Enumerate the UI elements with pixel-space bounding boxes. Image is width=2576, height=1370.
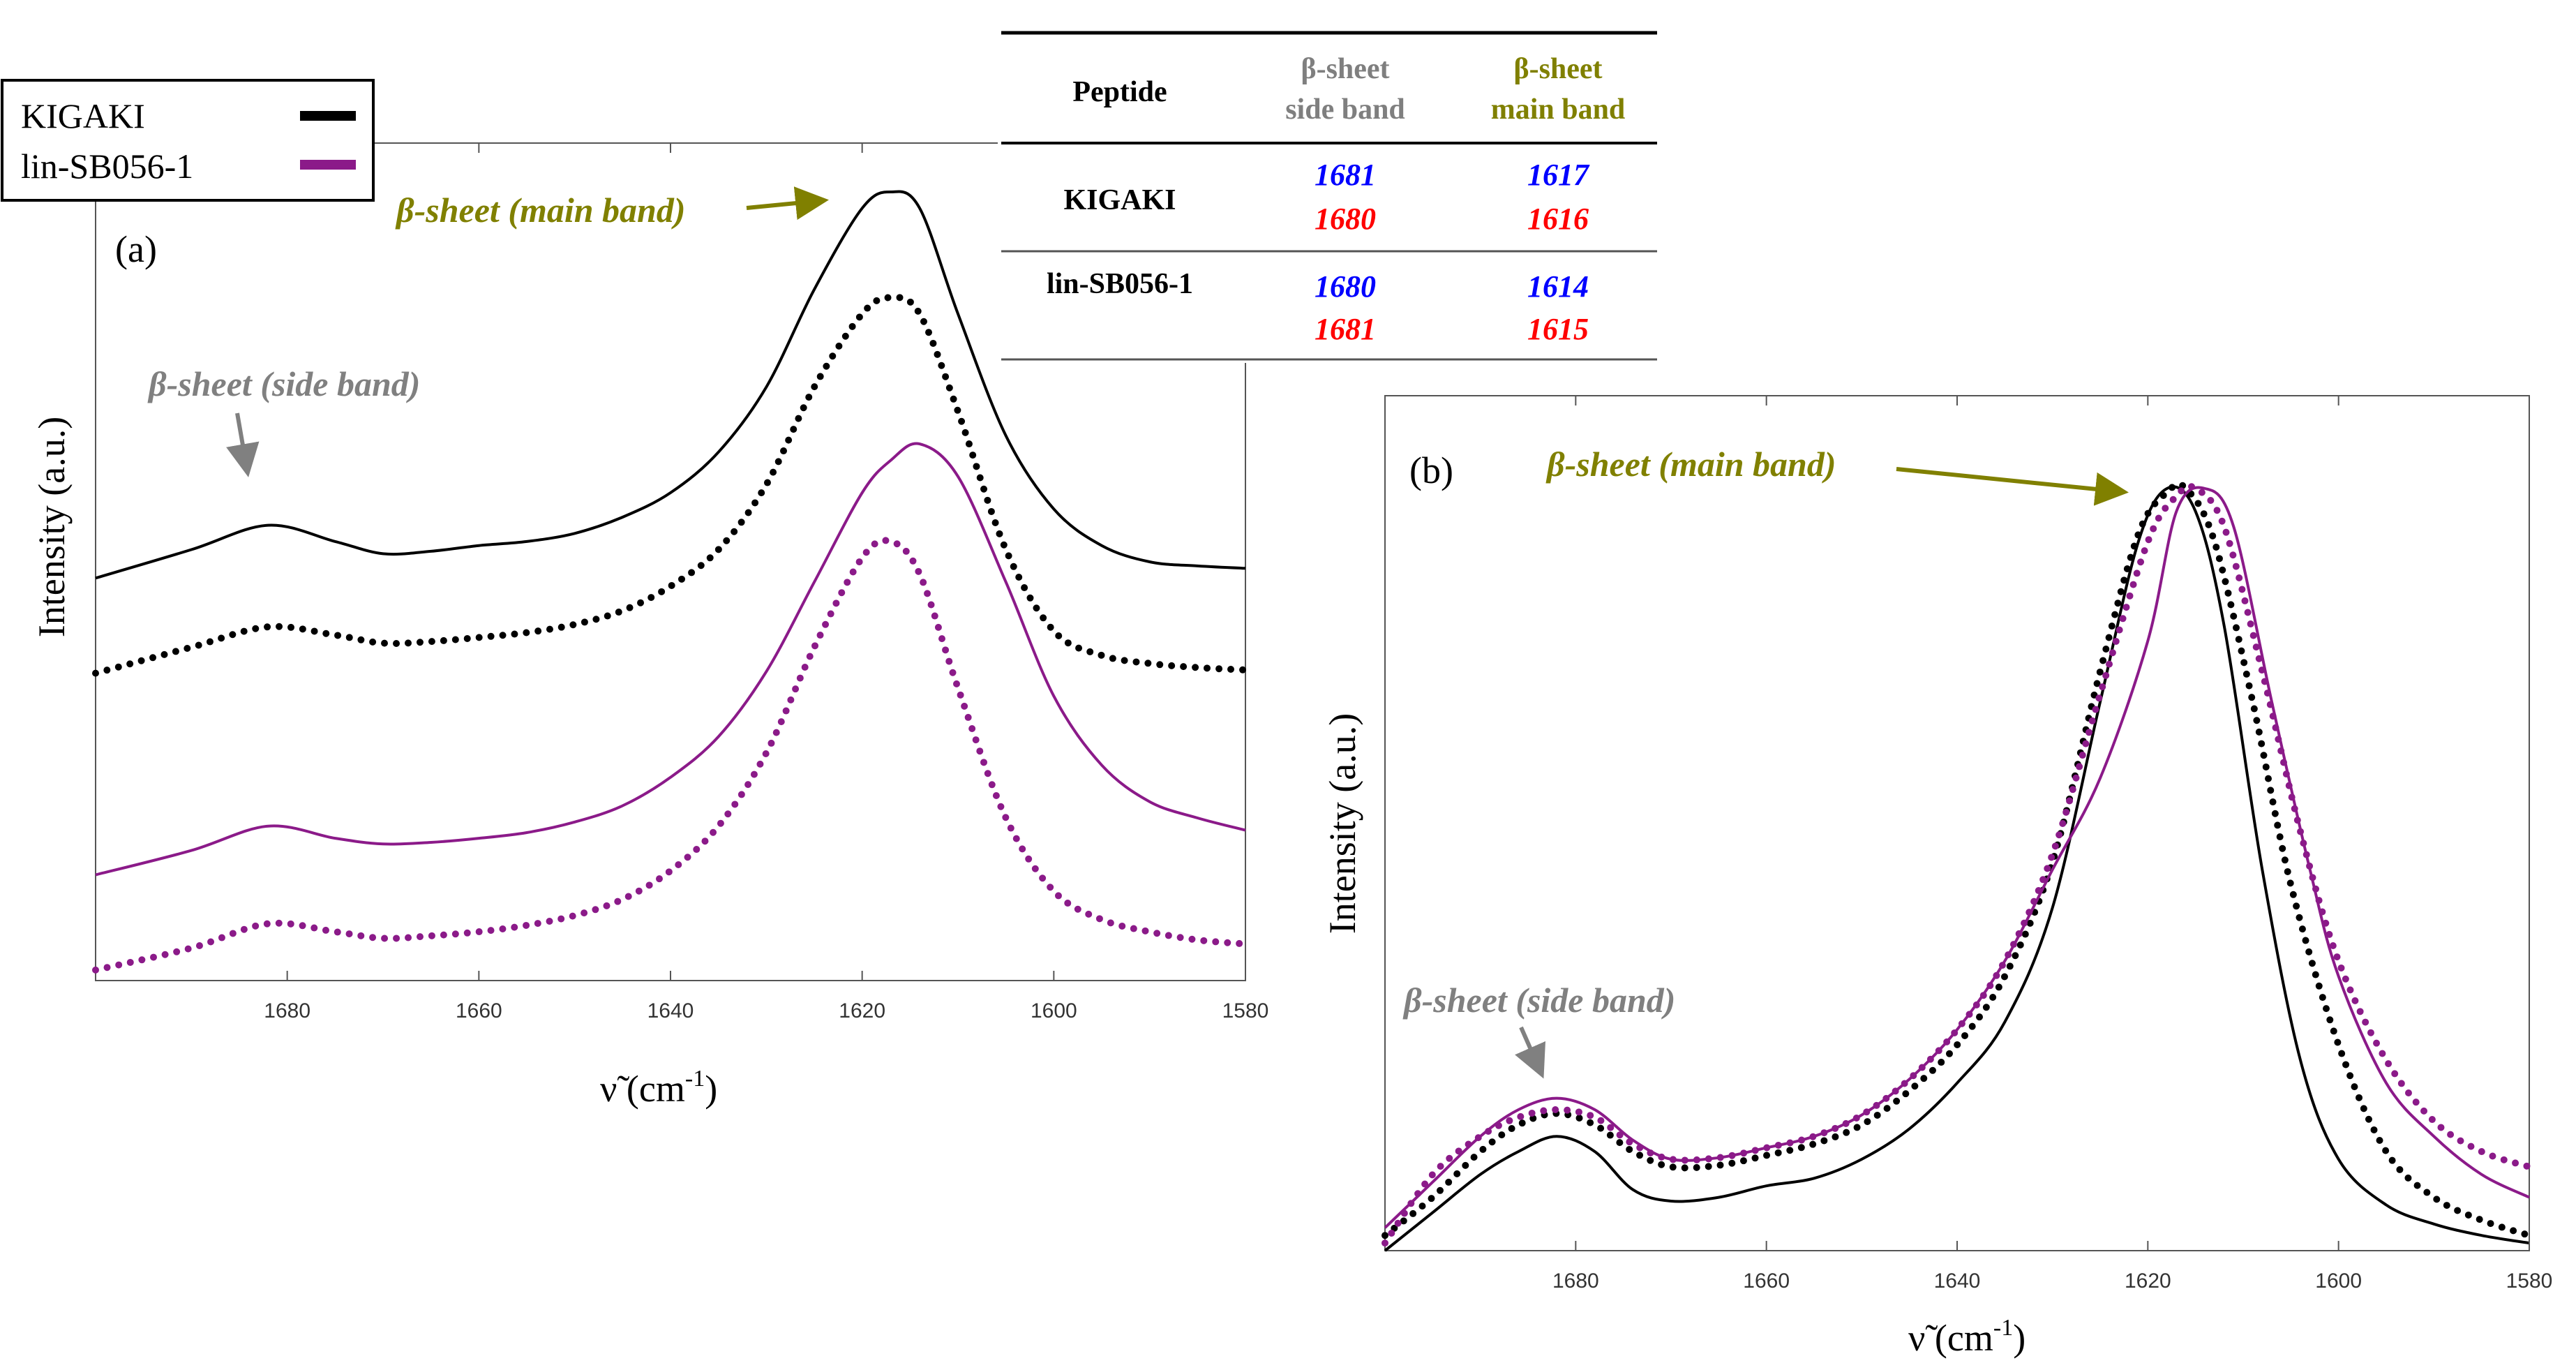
panel-b-annotation-side: β-sheet (side band) (1402, 981, 1675, 1020)
panel-b-arrow-main (1896, 467, 2129, 506)
panel-a-xtick-label-1600: 1600 (1031, 999, 1077, 1022)
panel-b-xtick-label-1640: 1640 (1934, 1270, 1981, 1293)
panel-b-frame (1384, 395, 2530, 1251)
panel-b-arrow-side (1515, 1026, 1546, 1079)
panel-b-xlabel: ν̃ (cm-1) (1908, 1315, 2025, 1359)
table-header-main-1: β-sheet (1513, 53, 1602, 85)
panel-b-ticks: 1680 1660 1640 1620 1600 1580 (1552, 396, 2552, 1293)
panel-a-arrow-side (226, 412, 260, 477)
panel-b-annotation-main: β-sheet (main band) (1545, 445, 1836, 484)
panel-b-xlabel-main: ν̃ (cm (1908, 1317, 1993, 1359)
panel-b-ylabel: Intensity (a.u.) (1321, 713, 1363, 934)
panel-a-series (92, 190, 1249, 974)
panel-a-xtick-label-1580: 1580 (1222, 999, 1269, 1022)
panel-a-series-kigaki-solid (95, 190, 1246, 580)
panel-b-xlabel-close: ) (2013, 1317, 2025, 1359)
panel-b-series-lin-sb056-1-solid (1384, 486, 2530, 1229)
panel-a-annotation-side: β-sheet (side band) (147, 364, 420, 403)
panel-b-xtick-label-1660: 1660 (1743, 1270, 1790, 1293)
panel-a-series-kigaki-dotted (92, 294, 1249, 677)
panel-a: 1680 1660 1640 1620 1600 1580 (a) Intensity (… (31, 142, 1268, 1110)
summary-table: Peptide β-sheet side band β-sheet main b… (998, 29, 1661, 363)
panel-b-xtick-label-1600: 1600 (2315, 1270, 2362, 1293)
table-header-side-1: β-sheet (1301, 53, 1389, 85)
table-header-main-2: main band (1491, 94, 1626, 126)
panel-b-series-kigaki-solid (1384, 485, 2530, 1252)
table-background (998, 29, 1661, 363)
panel-a-arrow-main (746, 186, 829, 220)
panel-a-xtick-label-1660: 1660 (456, 999, 502, 1022)
panel-a-series-lin-sb056-1-solid (95, 442, 1246, 877)
table-row2-main-red: 1615 (1527, 312, 1589, 346)
panel-b-series-kigaki-dotted (1381, 480, 2533, 1239)
panel-a-xlabel: ν̃ (cm-1) (600, 1066, 717, 1110)
table-row1-peptide: KIGAKI (1063, 184, 1176, 216)
table-row1-side-red: 1680 (1315, 202, 1376, 236)
legend-label-kigaki: KIGAKI (21, 96, 145, 135)
table-row1-side-blue: 1681 (1315, 158, 1376, 192)
panel-a-xtick-label-1640: 1640 (647, 999, 694, 1022)
table-row2-side-blue: 1680 (1315, 269, 1376, 304)
table-row2-main-blue: 1614 (1527, 269, 1589, 304)
panel-a-xtick-label-1680: 1680 (264, 999, 310, 1022)
legend-box (1, 79, 375, 202)
panel-a-ticks: 1680 1660 1640 1620 1600 1580 (264, 143, 1268, 1022)
panel-a-xtick-label-1620: 1620 (839, 999, 885, 1022)
panel-a-xlabel-sup: -1 (685, 1066, 705, 1092)
panel-b-label: (b) (1409, 449, 1453, 491)
panel-a-annotation-main: β-sheet (main band) (395, 191, 686, 230)
panel-a-series-lin-sb056-1-dotted (92, 537, 1249, 974)
panel-b-xtick-label-1680: 1680 (1552, 1270, 1599, 1293)
panel-a-ylabel: Intensity (a.u.) (31, 417, 73, 637)
panel-b-xtick-label-1620: 1620 (2125, 1270, 2171, 1293)
panel-b: 1680 1660 1640 1620 1600 1580 (b) Intensity (… (1321, 395, 2552, 1359)
panel-b-series (1381, 480, 2533, 1252)
panel-b-xlabel-sup: -1 (1993, 1315, 2013, 1341)
panel-b-series-lin-sb056-1-dotted (1381, 482, 2533, 1247)
panel-a-xlabel-main: ν̃ (cm (600, 1068, 685, 1110)
table-header-peptide: Peptide (1072, 76, 1167, 108)
table-row2-side-red: 1681 (1315, 312, 1376, 346)
table-row2-peptide: lin-SB056-1 (1047, 268, 1193, 300)
panel-a-label: (a) (115, 228, 157, 270)
legend: KIGAKI lin-SB056-1 (1, 79, 375, 202)
panel-b-xtick-label-1580: 1580 (2506, 1270, 2553, 1293)
table-row1-main-blue: 1617 (1527, 158, 1590, 192)
table-row1-main-red: 1616 (1527, 202, 1589, 236)
legend-label-lin: lin-SB056-1 (21, 147, 193, 186)
panel-a-xlabel-close: ) (705, 1068, 717, 1110)
table-header-side-2: side band (1285, 94, 1405, 126)
